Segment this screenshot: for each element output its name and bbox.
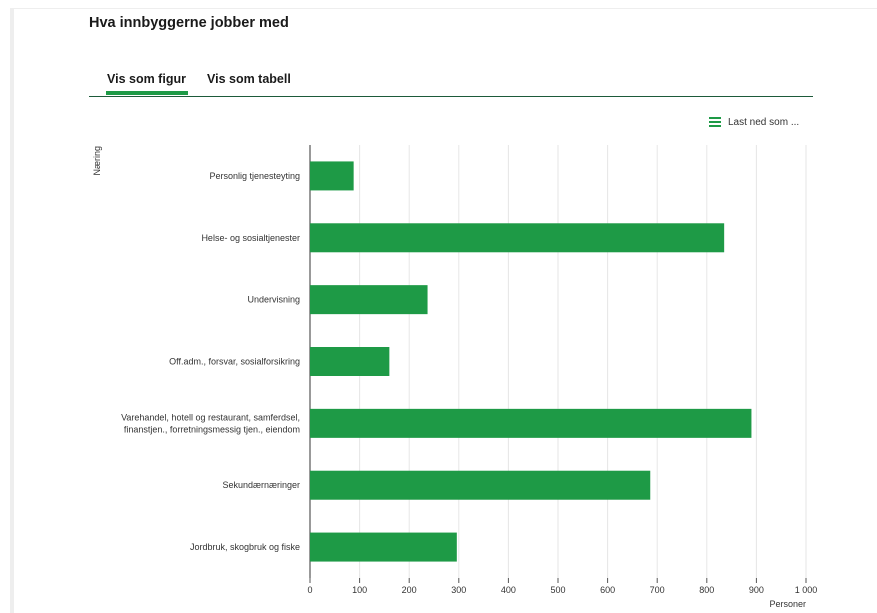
download-label: Last ned som ... — [728, 116, 800, 128]
x-tick-label: 1 000 — [795, 585, 818, 595]
category-label: Undervisning — [247, 295, 300, 305]
category-label: Sekundærnæringer — [222, 480, 300, 490]
category-label: Varehandel, hotell og restaurant, samfer… — [121, 412, 300, 422]
x-tick-label: 900 — [749, 585, 764, 595]
x-tick-label: 300 — [451, 585, 466, 595]
bar — [310, 347, 390, 376]
bar — [310, 470, 651, 500]
page-title: Hva innbyggerne jobber med — [89, 15, 289, 31]
page-left-rule — [10, 8, 14, 613]
x-tick-label: 400 — [501, 585, 516, 595]
category-label: Helse- og sosialtjenester — [201, 233, 300, 243]
category-label: Personlig tjenesteyting — [209, 171, 300, 181]
x-tick-label: 800 — [699, 585, 714, 595]
bar — [310, 285, 428, 315]
category-label: Off.adm., forsvar, sosialforsikring — [169, 357, 300, 367]
x-tick-label: 100 — [352, 585, 367, 595]
bar — [310, 223, 725, 253]
bar — [310, 161, 354, 191]
bar — [310, 532, 457, 562]
category-label: Jordbruk, skogbruk og fiske — [190, 542, 300, 552]
tab-vis-som-tabell[interactable]: Vis som tabell — [207, 72, 291, 86]
x-axis-title: Personer — [769, 599, 806, 609]
x-tick-label: 200 — [402, 585, 417, 595]
download-menu-button[interactable]: Last ned som ... — [709, 114, 799, 130]
x-tick-label: 500 — [550, 585, 565, 595]
page-top-rule — [14, 8, 877, 9]
tab-vis-som-figur[interactable]: Vis som figur — [106, 72, 188, 95]
bar — [310, 408, 752, 438]
view-tabs: Vis som figur Vis som tabell — [89, 72, 813, 97]
x-tick-label: 700 — [650, 585, 665, 595]
category-label: finanstjen., forretningsmessig tjen., ei… — [124, 424, 300, 434]
x-tick-label: 0 — [307, 585, 312, 595]
x-tick-label: 600 — [600, 585, 615, 595]
menu-icon — [709, 117, 721, 127]
y-axis-title: Næring — [92, 146, 102, 176]
